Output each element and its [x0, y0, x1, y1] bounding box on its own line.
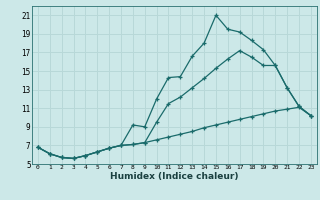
X-axis label: Humidex (Indice chaleur): Humidex (Indice chaleur) [110, 172, 239, 181]
